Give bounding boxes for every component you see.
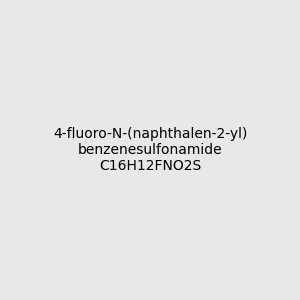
- Text: 4-fluoro-N-(naphthalen-2-yl)
benzenesulfonamide
C16H12FNO2S: 4-fluoro-N-(naphthalen-2-yl) benzenesulf…: [53, 127, 247, 173]
